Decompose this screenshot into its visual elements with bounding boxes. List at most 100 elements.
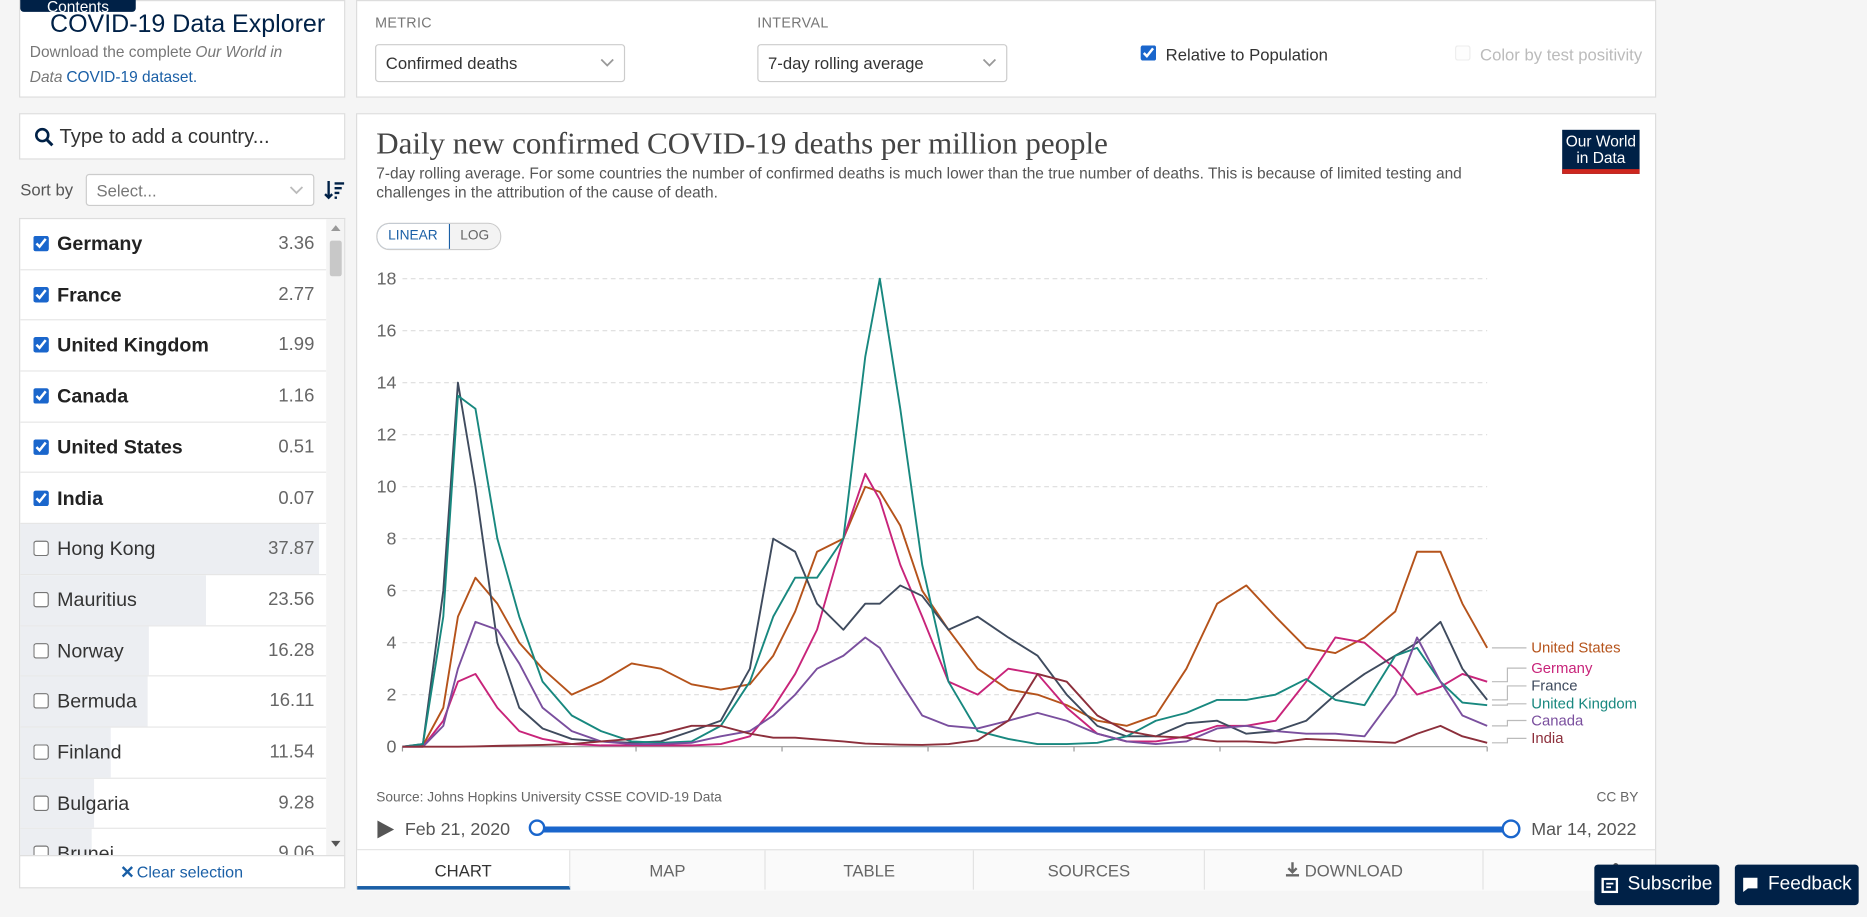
- scrollbar[interactable]: [326, 219, 345, 857]
- dataset-link[interactable]: COVID-19 dataset.: [66, 67, 198, 86]
- sort-order-icon[interactable]: [324, 180, 345, 200]
- value-bar: [20, 829, 92, 857]
- subscribe-button[interactable]: Subscribe: [1594, 864, 1720, 906]
- country-value: 16.28: [268, 640, 315, 661]
- country-checkbox[interactable]: [33, 388, 49, 404]
- chevron: [600, 58, 614, 67]
- metric-select[interactable]: Confirmed deaths: [375, 44, 626, 83]
- country-checkbox[interactable]: [33, 235, 49, 252]
- country-row[interactable]: Finland 11.54: [20, 727, 327, 779]
- series-line: [402, 672, 1488, 748]
- search-box[interactable]: Type to add a country...: [19, 113, 346, 160]
- country-checkbox[interactable]: [33, 693, 49, 709]
- country-row[interactable]: Brunei 9.06: [20, 829, 326, 857]
- tab[interactable]: TABLE: [766, 850, 974, 890]
- relative-checkbox[interactable]: [1140, 45, 1157, 61]
- controls-panel: METRIC Confirmed deaths INTERVAL 7-day r…: [356, 0, 1657, 98]
- timeline-track[interactable]: [538, 826, 1511, 833]
- country-value: 16.11: [269, 691, 315, 712]
- value-bar: [20, 575, 207, 625]
- country-name: Brunei: [57, 843, 114, 857]
- contents-button[interactable]: Contents: [20, 0, 136, 15]
- x-tick-label: Feb 24, 2021: [875, 755, 980, 758]
- scroll-up[interactable]: [331, 225, 341, 232]
- country-row[interactable]: Germany 3.36: [20, 219, 327, 270]
- country-row[interactable]: Hong Kong 37.87: [20, 524, 327, 576]
- tab-label: SOURCES: [1047, 861, 1131, 881]
- y-tick-label: 12: [377, 425, 397, 445]
- country-value: 9.06: [278, 843, 315, 857]
- label-connector: [1491, 667, 1527, 683]
- tab[interactable]: DOWNLOAD: [1205, 850, 1484, 890]
- series-line: [402, 485, 1489, 748]
- feedback-button[interactable]: Feedback: [1734, 864, 1859, 906]
- country-row[interactable]: United States 0.51: [20, 423, 327, 474]
- explorer-title: COVID-19 Data Explorer: [50, 10, 326, 39]
- tab-label: TABLE: [843, 861, 895, 881]
- timeline-start: Feb 21, 2020: [404, 819, 511, 840]
- sort-select[interactable]: Select...: [85, 173, 315, 207]
- tab[interactable]: CHART: [357, 850, 571, 890]
- tab-bar: CHART MAP TABLE SOURCES DOWNLOAD: [357, 849, 1656, 891]
- tab[interactable]: MAP: [570, 850, 766, 890]
- sort-label: Sort by: [20, 179, 74, 199]
- country-row[interactable]: Bermuda 16.11: [20, 676, 327, 728]
- tab-label: MAP: [649, 861, 686, 881]
- timeline-handle[interactable]: [1501, 819, 1521, 839]
- country-row[interactable]: Mauritius 23.56: [20, 575, 327, 626]
- country-value: 2.77: [278, 284, 315, 305]
- search-placeholder: Type to add a country...: [59, 125, 270, 148]
- country-row[interactable]: India 0.07: [20, 473, 327, 525]
- interval-value: 7-day rolling average: [767, 53, 924, 73]
- country-list: Germany 3.36 France 2.77 United Kingdom 1.99 C…: [19, 217, 346, 857]
- positivity-label: Color by test positivity: [1480, 45, 1643, 65]
- x-tick-label: Jun 4, 2021: [1027, 755, 1120, 758]
- y-tick-label: 6: [387, 581, 397, 601]
- source: Source: Johns Hopkins University CSSE CO…: [376, 790, 722, 806]
- country-checkbox[interactable]: [33, 286, 49, 303]
- series-label: Germany: [1531, 661, 1593, 677]
- timeline-end: Mar 14, 2022: [1531, 819, 1637, 840]
- country-checkbox[interactable]: [33, 337, 49, 353]
- series-label: United Kingdom: [1531, 697, 1637, 713]
- country-row[interactable]: France 2.77: [20, 270, 327, 321]
- country-row[interactable]: United Kingdom 1.99: [20, 321, 327, 372]
- country-name: Canada: [57, 385, 129, 408]
- timeline-handle[interactable]: [528, 819, 546, 837]
- description: Download the complete Our World in Data CO…: [30, 39, 340, 89]
- series-line: [402, 472, 1488, 748]
- country-name: United States: [57, 436, 183, 459]
- y-tick-label: 18: [377, 269, 397, 289]
- download-icon: [1285, 862, 1299, 877]
- license[interactable]: CC BY: [1596, 790, 1639, 806]
- chevron: [289, 185, 304, 194]
- play-button[interactable]: [376, 819, 395, 839]
- label-connector: [1491, 719, 1527, 727]
- scale-option[interactable]: LOG: [449, 223, 500, 249]
- value-bar: [20, 524, 320, 574]
- interval-label: INTERVAL: [757, 14, 829, 31]
- scroll-thumb[interactable]: [329, 240, 342, 277]
- country-row[interactable]: Norway 16.28: [20, 625, 327, 677]
- tab[interactable]: SOURCES: [974, 850, 1205, 890]
- country-row[interactable]: Canada 1.16: [20, 372, 327, 423]
- country-checkbox[interactable]: [33, 846, 49, 857]
- clear-selection[interactable]: Clear selection: [19, 855, 346, 889]
- country-checkbox[interactable]: [33, 642, 49, 659]
- relative-label: Relative to Population: [1165, 45, 1328, 65]
- country-row[interactable]: Bulgaria 9.28: [20, 778, 327, 830]
- owid-logo[interactable]: Our World in Data: [1562, 129, 1640, 174]
- chevron: [982, 58, 997, 67]
- country-checkbox[interactable]: [33, 795, 49, 811]
- country-checkbox[interactable]: [33, 439, 49, 455]
- scale-option[interactable]: LINEAR: [377, 223, 450, 249]
- scroll-down[interactable]: [331, 840, 341, 848]
- country-checkbox[interactable]: [33, 540, 49, 557]
- chart-subtitle: 7-day rolling average. For some countrie…: [376, 164, 1462, 202]
- interval-select[interactable]: 7-day rolling average: [757, 44, 1008, 83]
- series-line: [402, 381, 1488, 748]
- country-checkbox[interactable]: [33, 591, 49, 608]
- country-checkbox[interactable]: [33, 490, 49, 506]
- country-checkbox[interactable]: [33, 744, 49, 760]
